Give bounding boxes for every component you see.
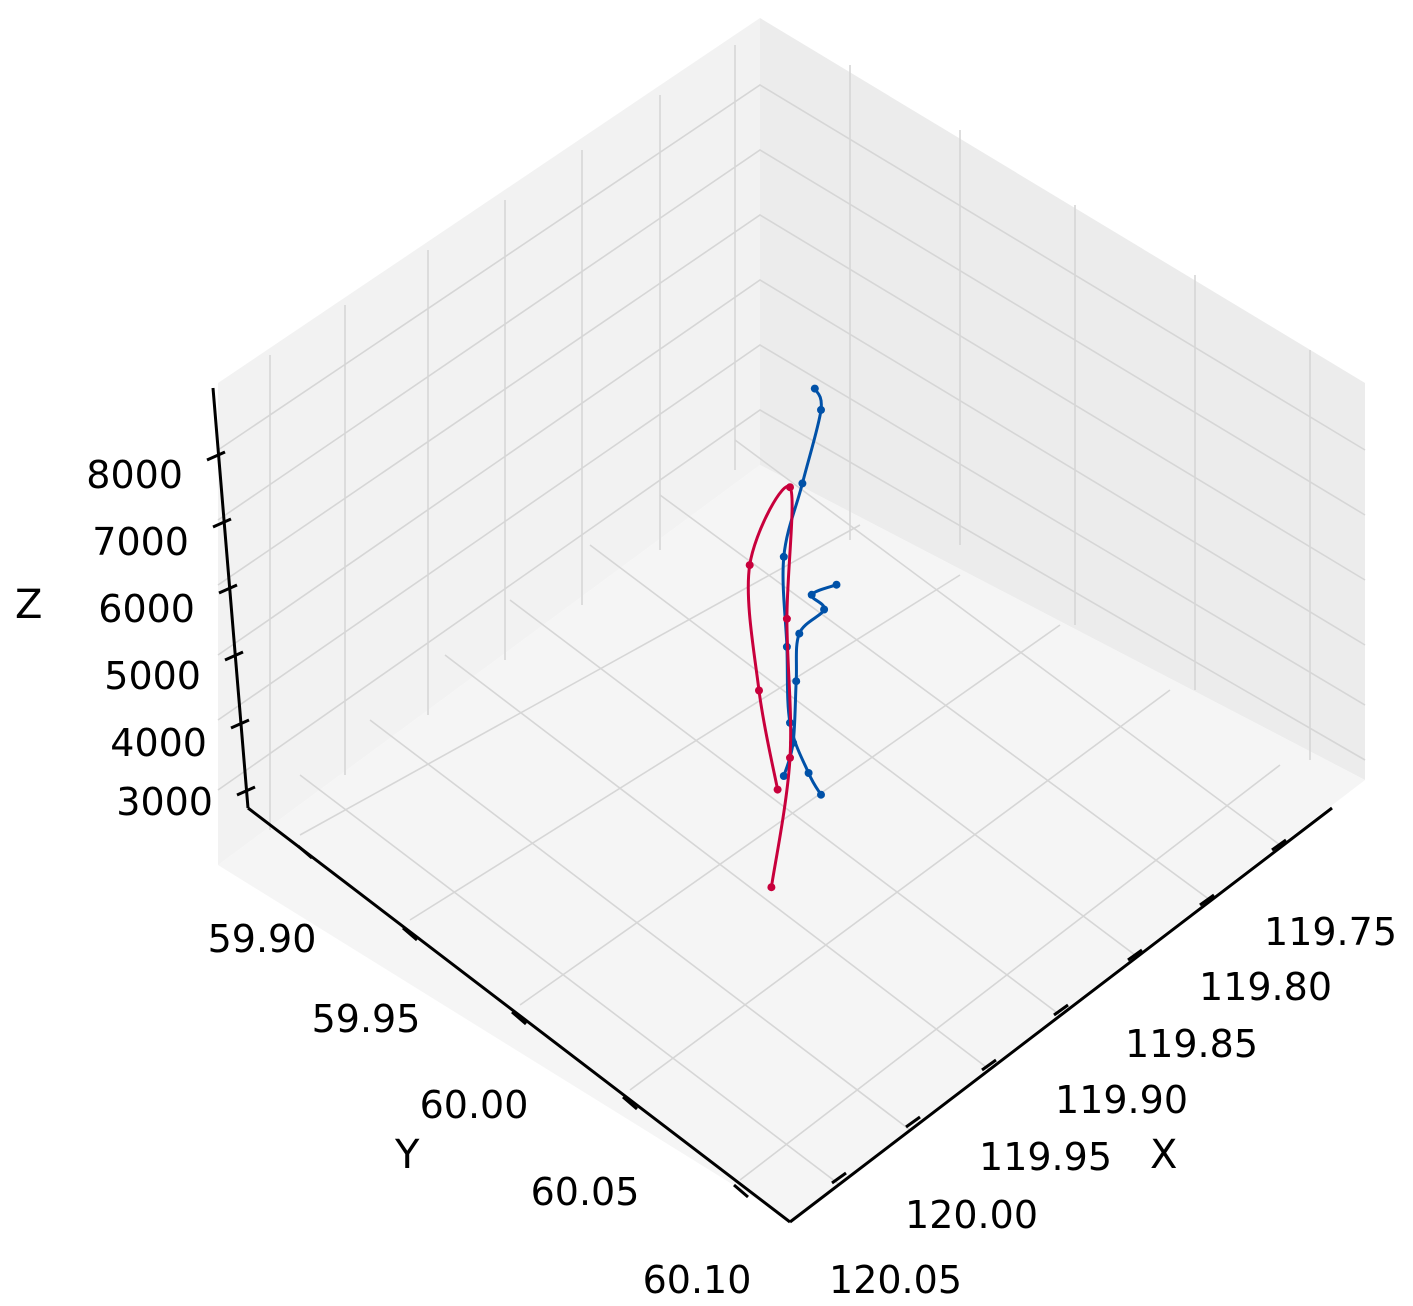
y-tick-label: 60.10 [643,1258,752,1302]
data-point [792,677,801,686]
series-line [781,387,823,797]
z-tick-label: 7000 [92,520,189,564]
pane-right [760,18,1365,780]
z-axis-label: Z [15,582,42,628]
z-tick-label: 8000 [86,453,183,497]
data-point [745,561,754,570]
axes-spines [211,387,1333,1224]
data-point [779,772,788,780]
series-1 [779,384,825,799]
x-tick-label: 119.80 [1199,965,1332,1009]
x-tick-label: 119.85 [1125,1022,1258,1066]
y-axis-label: Y [394,1132,420,1178]
data-point [810,384,819,393]
data-point [804,769,813,777]
x-tick-labels: 119.75 119.80 119.85 119.90 119.95 120.0… [829,910,1397,1302]
z-tick-label: 5000 [104,654,201,698]
data-point [755,686,763,695]
data-point [767,883,776,892]
z-tick-labels: 8000 7000 6000 5000 4000 3000 [86,453,213,824]
tick-marks [206,450,1287,1199]
series-layer [745,384,841,892]
data-point [786,753,794,762]
x-tick-label: 120.00 [905,1193,1038,1237]
x-tick-label: 119.90 [1055,1078,1188,1122]
x-tick-label: 120.05 [829,1258,962,1302]
data-point [820,605,829,614]
z-axis-line [211,387,250,809]
y-tick-label: 59.90 [208,917,317,961]
y-tick-label: 59.95 [312,997,421,1041]
data-point [807,590,816,599]
data-point [817,790,825,799]
y-tick-labels: 59.90 59.95 60.00 60.05 60.10 [208,917,752,1302]
data-point [817,405,825,414]
x-axis-line [789,806,1333,1224]
y-axis-line [247,806,791,1224]
x-tick-label: 119.95 [979,1135,1112,1179]
z-tick-label: 6000 [98,587,195,631]
data-point [779,552,788,561]
grid-lines [217,45,1366,1186]
series-2 [745,483,794,892]
z-tick-label: 4000 [110,721,207,765]
data-point [798,479,807,488]
data-point [782,614,791,623]
x-tick-label: 119.75 [1264,910,1397,954]
data-point [795,629,804,638]
data-point [832,580,841,589]
data-point [786,483,794,492]
pane-left [218,18,760,865]
z-tick-label: 3000 [116,780,213,824]
y-tick-label: 60.05 [531,1170,640,1214]
y-tick-label: 60.00 [420,1083,529,1127]
data-point [773,785,782,794]
x-axis-label: X [1150,1132,1177,1178]
